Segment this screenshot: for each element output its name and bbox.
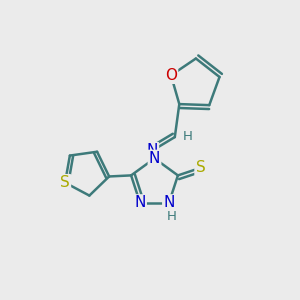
Text: O: O xyxy=(165,68,177,83)
Text: S: S xyxy=(60,175,70,190)
Text: H: H xyxy=(167,210,177,223)
Text: N: N xyxy=(149,151,160,166)
Text: H: H xyxy=(182,130,192,143)
Text: S: S xyxy=(196,160,205,175)
Text: N: N xyxy=(134,195,146,210)
Text: N: N xyxy=(163,195,175,210)
Text: N: N xyxy=(147,143,158,158)
